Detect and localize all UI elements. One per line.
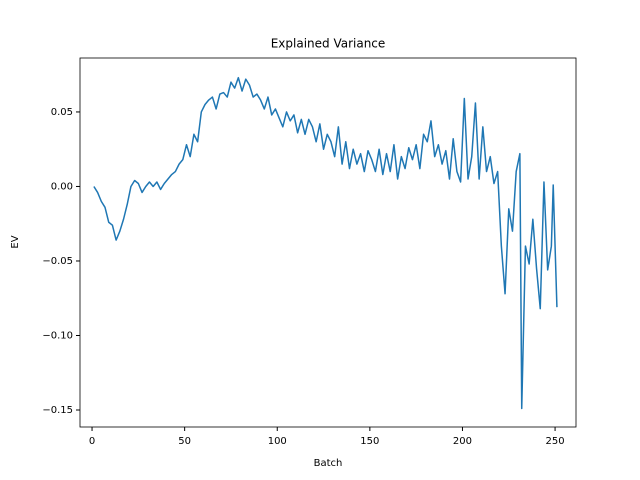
y-tick-label: 0.00: [51, 181, 73, 192]
x-tick-label: 100: [268, 436, 287, 447]
y-axis-label: EV: [10, 235, 21, 248]
line-series: [93, 76, 558, 410]
chart-title: Explained Variance: [271, 37, 386, 51]
x-axis-label: Batch: [314, 458, 343, 469]
x-tick-label: 0: [89, 436, 95, 447]
y-tick-label: −0.05: [42, 256, 73, 267]
x-tick-label: 150: [360, 436, 379, 447]
plot-frame: [79, 57, 577, 428]
x-tick-label: 200: [453, 436, 472, 447]
x-tick-label: 50: [178, 436, 191, 447]
y-tick-label: 0.05: [51, 107, 73, 118]
y-tick-label: −0.15: [42, 405, 73, 416]
y-tick-label: −0.10: [42, 330, 73, 341]
x-tick-label: 250: [546, 436, 565, 447]
